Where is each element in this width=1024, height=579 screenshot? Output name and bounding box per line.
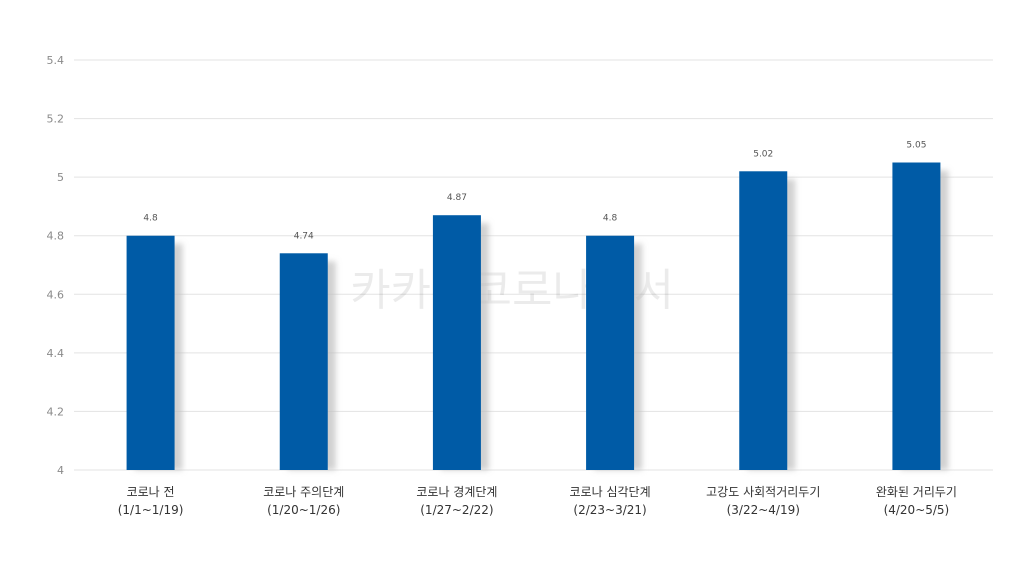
bar [279, 253, 328, 470]
data-label: 5.02 [753, 149, 773, 159]
x-category-label: 코로나 주의단계 [263, 485, 344, 499]
x-category-label: 코로나 심각단계 [570, 485, 651, 499]
x-category-label: 완화된 거리두기 [876, 485, 957, 499]
bar-shadow-layer [134, 170, 949, 471]
data-label: 4.74 [294, 231, 314, 241]
x-category-range: (2/23~3/21) [573, 503, 646, 517]
bar [739, 171, 788, 471]
bar [432, 215, 481, 470]
x-category-range: (1/27~2/22) [420, 503, 493, 517]
grid-layer: 4 4.2 4.4 4.6 4.8 5 5.2 5.4 [47, 54, 993, 477]
x-category-label: 코로나 전 [127, 485, 175, 499]
bar [126, 235, 175, 470]
data-label: 5.05 [906, 141, 926, 151]
data-label: 4.8 [143, 214, 158, 224]
x-category-range: (1/20~1/26) [267, 503, 340, 517]
x-category-range: (1/1~1/19) [118, 503, 184, 517]
x-category-range: (4/20~5/5) [884, 503, 950, 517]
y-tick-label: 5.2 [47, 113, 65, 126]
data-label: 4.87 [447, 193, 467, 203]
bar [892, 162, 941, 470]
x-category-range: (3/22~4/19) [727, 503, 800, 517]
y-tick-label: 4.4 [47, 347, 65, 360]
x-category-label: 코로나 경계단계 [416, 485, 497, 499]
y-tick-label: 4.2 [47, 405, 65, 418]
label-layer: 4.8 코로나 전 (1/1~1/19) 4.74 코로나 주의단계 (1/20~1/26… [118, 141, 957, 518]
y-tick-label: 5 [57, 171, 64, 184]
bar [586, 235, 635, 470]
x-category-label: 고강도 사회적거리두기 [706, 485, 820, 499]
bar-layer [126, 162, 941, 471]
y-tick-label: 5.4 [47, 54, 65, 67]
data-label: 4.8 [603, 214, 618, 224]
y-tick-label: 4.8 [47, 230, 65, 243]
y-tick-label: 4 [57, 464, 64, 477]
y-tick-label: 4.6 [47, 288, 65, 301]
